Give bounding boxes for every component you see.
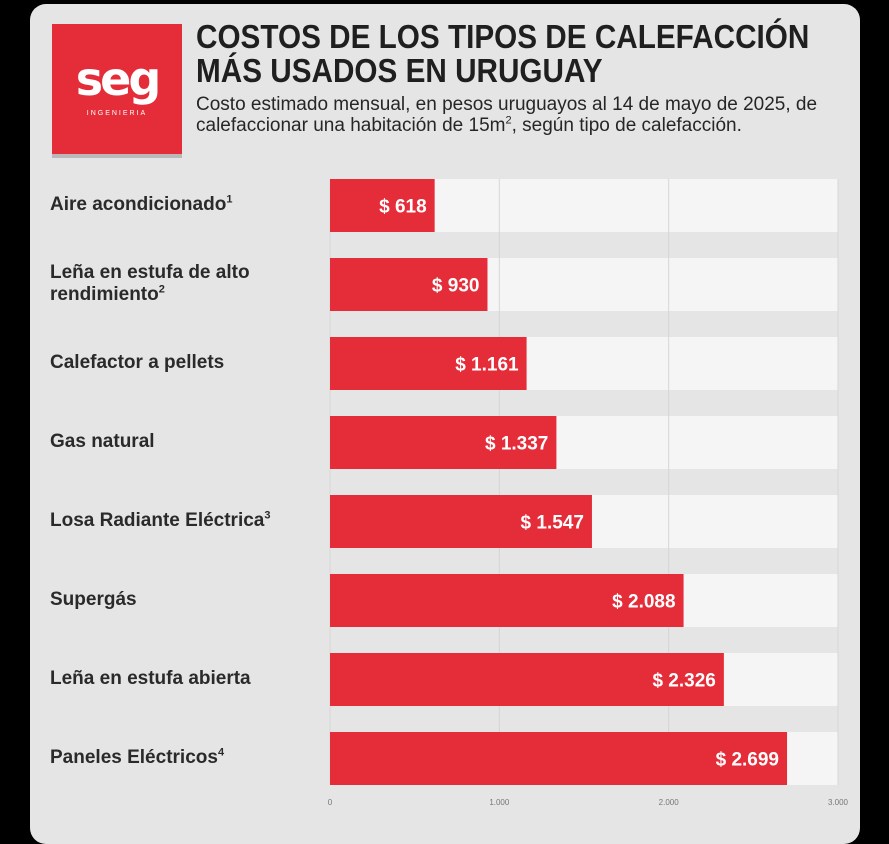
chart-subtitle: Costo estimado mensual, en pesos uruguay… [196, 94, 846, 136]
data-label: $ 930 [432, 276, 480, 297]
category-label: Calefactor a pellets [50, 352, 330, 374]
bar [330, 258, 488, 311]
data-label: $ 1.337 [485, 434, 548, 455]
bar [330, 495, 592, 548]
category-label: Losa Radiante Eléctrica3 [50, 510, 330, 532]
data-label: $ 1.547 [521, 513, 584, 534]
category-name: Calefactor a pellets [50, 351, 225, 373]
subtitle-text-2: , según tipo de calefacción. [511, 115, 742, 136]
x-tick-label: 1.000 [489, 798, 510, 807]
category-name: Leña en estufa abierta [50, 667, 251, 689]
subtitle-text-1: Costo estimado mensual, en pesos uruguay… [196, 94, 818, 136]
bar [330, 337, 527, 390]
footnote-marker: 1 [226, 193, 233, 206]
category-label: Paneles Eléctricos4 [50, 747, 330, 769]
category-name: Aire acondicionado [50, 193, 227, 215]
footnote-marker: 2 [158, 283, 165, 296]
category-name: Gas natural [50, 430, 155, 452]
footnote-marker: 3 [264, 509, 271, 522]
x-tick-label: 3.000 [828, 798, 849, 807]
logo-wordmark: seg [75, 52, 162, 106]
category-label: Gas natural [50, 431, 330, 453]
footnote-marker: 4 [217, 746, 225, 759]
x-tick-label: 0 [328, 798, 333, 807]
category-name: Losa Radiante Eléctrica [50, 509, 265, 531]
category-label: Aire acondicionado1 [50, 194, 330, 216]
data-label: $ 618 [379, 197, 427, 218]
category-label: Supergás [50, 589, 330, 611]
seg-logo: seg INGENIERIA [52, 24, 182, 154]
data-label: $ 2.326 [652, 671, 715, 692]
x-tick-label: 2.000 [659, 798, 680, 807]
logo-subtitle: INGENIERIA [86, 110, 148, 117]
bar [330, 574, 684, 627]
category-name: Supergás [50, 588, 137, 610]
bar [330, 653, 724, 706]
subtitle-superscript: 2 [505, 114, 512, 127]
page-title: COSTOS DE LOS TIPOS DE CALEFACCIÓN MÁS U… [196, 18, 810, 89]
bar [330, 416, 557, 469]
category-name: Leña en estufa de alto rendimiento [50, 261, 250, 305]
category-name: Paneles Eléctricos [50, 746, 218, 768]
category-label: Leña en estufa abierta [50, 668, 330, 690]
category-label: Leña en estufa de alto rendimiento2 [50, 262, 265, 306]
bar [330, 179, 435, 232]
data-label: $ 2.088 [612, 592, 675, 613]
data-label: $ 1.161 [455, 355, 519, 376]
title-line-1: COSTOS DE LOS TIPOS DE CALEFACCIÓN [196, 18, 810, 55]
data-label: $ 2.699 [716, 750, 779, 771]
title-line-2: MÁS USADOS EN URUGUAY [196, 52, 603, 89]
bar [330, 732, 788, 785]
